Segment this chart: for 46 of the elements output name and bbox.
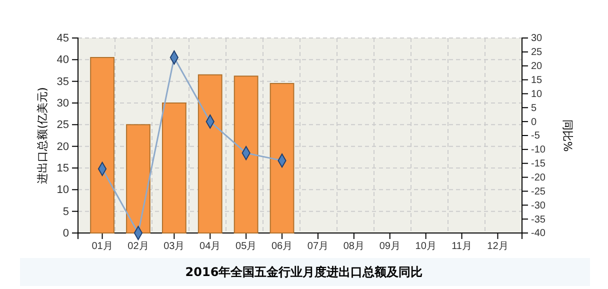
y2-tick-label: -35 [531, 214, 546, 226]
y-tick-label: 40 [56, 54, 69, 66]
y2-tick-label: -25 [531, 186, 546, 198]
x-tick-label: 08月 [343, 241, 364, 252]
y2-axis-title: 同比% [561, 119, 574, 152]
x-tick-label: 01月 [92, 241, 113, 252]
y-tick-label: 30 [56, 98, 69, 110]
y2-tick-label: -10 [531, 144, 546, 156]
bar [270, 83, 294, 234]
y-tick-label: 45 [56, 32, 69, 45]
x-tick-label: 07月 [307, 241, 329, 252]
y-tick-label: 20 [56, 140, 69, 153]
x-tick-label: 12月 [487, 241, 508, 252]
y2-tick-label: 10 [531, 88, 543, 100]
y2-tick-label: -15 [531, 158, 546, 170]
y2-tick-label: 20 [531, 61, 543, 72]
bar [234, 76, 258, 234]
x-tick-label: 05月 [236, 241, 257, 252]
y-tick-label: 5 [62, 206, 69, 218]
y-tick-label: 35 [56, 76, 69, 88]
y2-tick-label: -20 [531, 172, 546, 184]
y2-tick-label: -40 [531, 228, 546, 240]
y-tick-label: 25 [56, 119, 69, 132]
x-tick-label: 02月 [128, 241, 149, 252]
y-tick-label: 0 [62, 228, 69, 240]
y2-tick-label: -5 [531, 130, 540, 142]
bar [126, 124, 150, 234]
y2-tick-label: 0 [531, 116, 537, 128]
text: 2016年全国五金行业月度进出口总额及同比 [185, 265, 423, 279]
x-tick-label: 10月 [415, 241, 436, 252]
x-tick-label: 09月 [379, 241, 400, 252]
y2-tick-label: -30 [531, 200, 546, 212]
x-tick-label: 11月 [452, 241, 472, 252]
y2-tick-label: 15 [531, 74, 543, 86]
y2-tick-label: 5 [531, 102, 537, 114]
bar [162, 102, 186, 234]
bar [198, 74, 222, 234]
x-tick-label: 04月 [200, 241, 221, 252]
y-axis-title: 进出口总额(亿美元) [36, 87, 49, 184]
y-tick-label: 15 [56, 162, 69, 175]
y-tick-label: 10 [56, 184, 69, 196]
x-tick-label: 06月 [271, 241, 293, 252]
y2-tick-label: 30 [531, 33, 543, 44]
x-tick-label: 03月 [164, 241, 185, 252]
bar [90, 57, 114, 234]
y2-tick-label: 25 [531, 47, 543, 58]
